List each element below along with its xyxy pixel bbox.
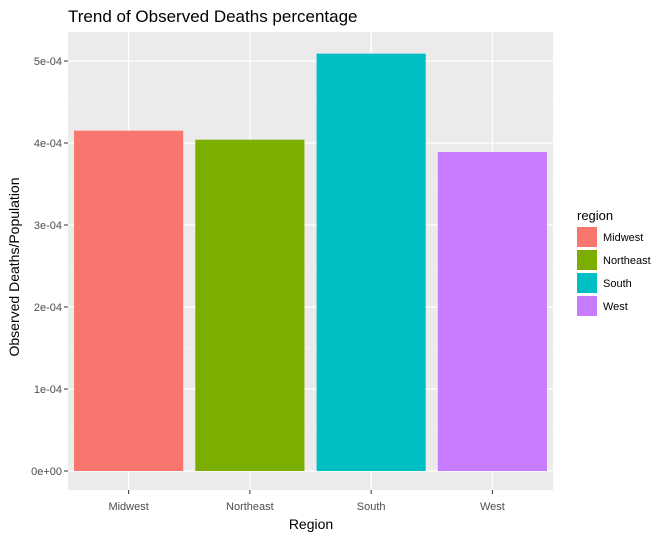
y-axis: 0e+00 1e-04 2e-04 3e-04 4e-04 5e-04 <box>31 56 68 478</box>
y-tick-label: 3e-04 <box>34 220 62 232</box>
y-axis-title: Observed Deaths/Population <box>6 178 22 357</box>
bar-midwest <box>74 130 184 471</box>
y-tick-label: 5e-04 <box>34 56 62 68</box>
legend-title: region <box>577 208 613 223</box>
legend-label-west: West <box>603 301 628 313</box>
bar-northeast <box>195 139 305 471</box>
x-tick-label: Northeast <box>226 501 274 513</box>
x-tick-label: South <box>357 501 386 513</box>
y-tick-label: 1e-04 <box>34 384 62 396</box>
bar-west <box>437 152 547 471</box>
x-tick-label: Midwest <box>108 501 148 513</box>
y-tick-label: 4e-04 <box>34 138 62 150</box>
legend-key-midwest <box>577 227 597 247</box>
y-tick-label: 2e-04 <box>34 302 62 314</box>
x-axis-title: Region <box>289 516 333 532</box>
legend-label-south: South <box>603 278 632 290</box>
y-tick-label: 0e+00 <box>31 466 62 478</box>
legend-key-northeast <box>577 250 597 270</box>
legend-key-south <box>577 273 597 293</box>
bar-south <box>316 53 426 472</box>
legend-items: Midwest Northeast South West <box>577 227 651 316</box>
legend-label-midwest: Midwest <box>603 232 643 244</box>
legend: region Midwest Northeast South West <box>577 208 651 316</box>
x-tick-label: West <box>480 501 505 513</box>
legend-label-northeast: Northeast <box>603 255 651 267</box>
x-axis: Midwest Northeast South West <box>108 490 505 513</box>
legend-key-west <box>577 296 597 316</box>
chart-title: Trend of Observed Deaths percentage <box>68 7 357 26</box>
bars <box>74 53 547 472</box>
